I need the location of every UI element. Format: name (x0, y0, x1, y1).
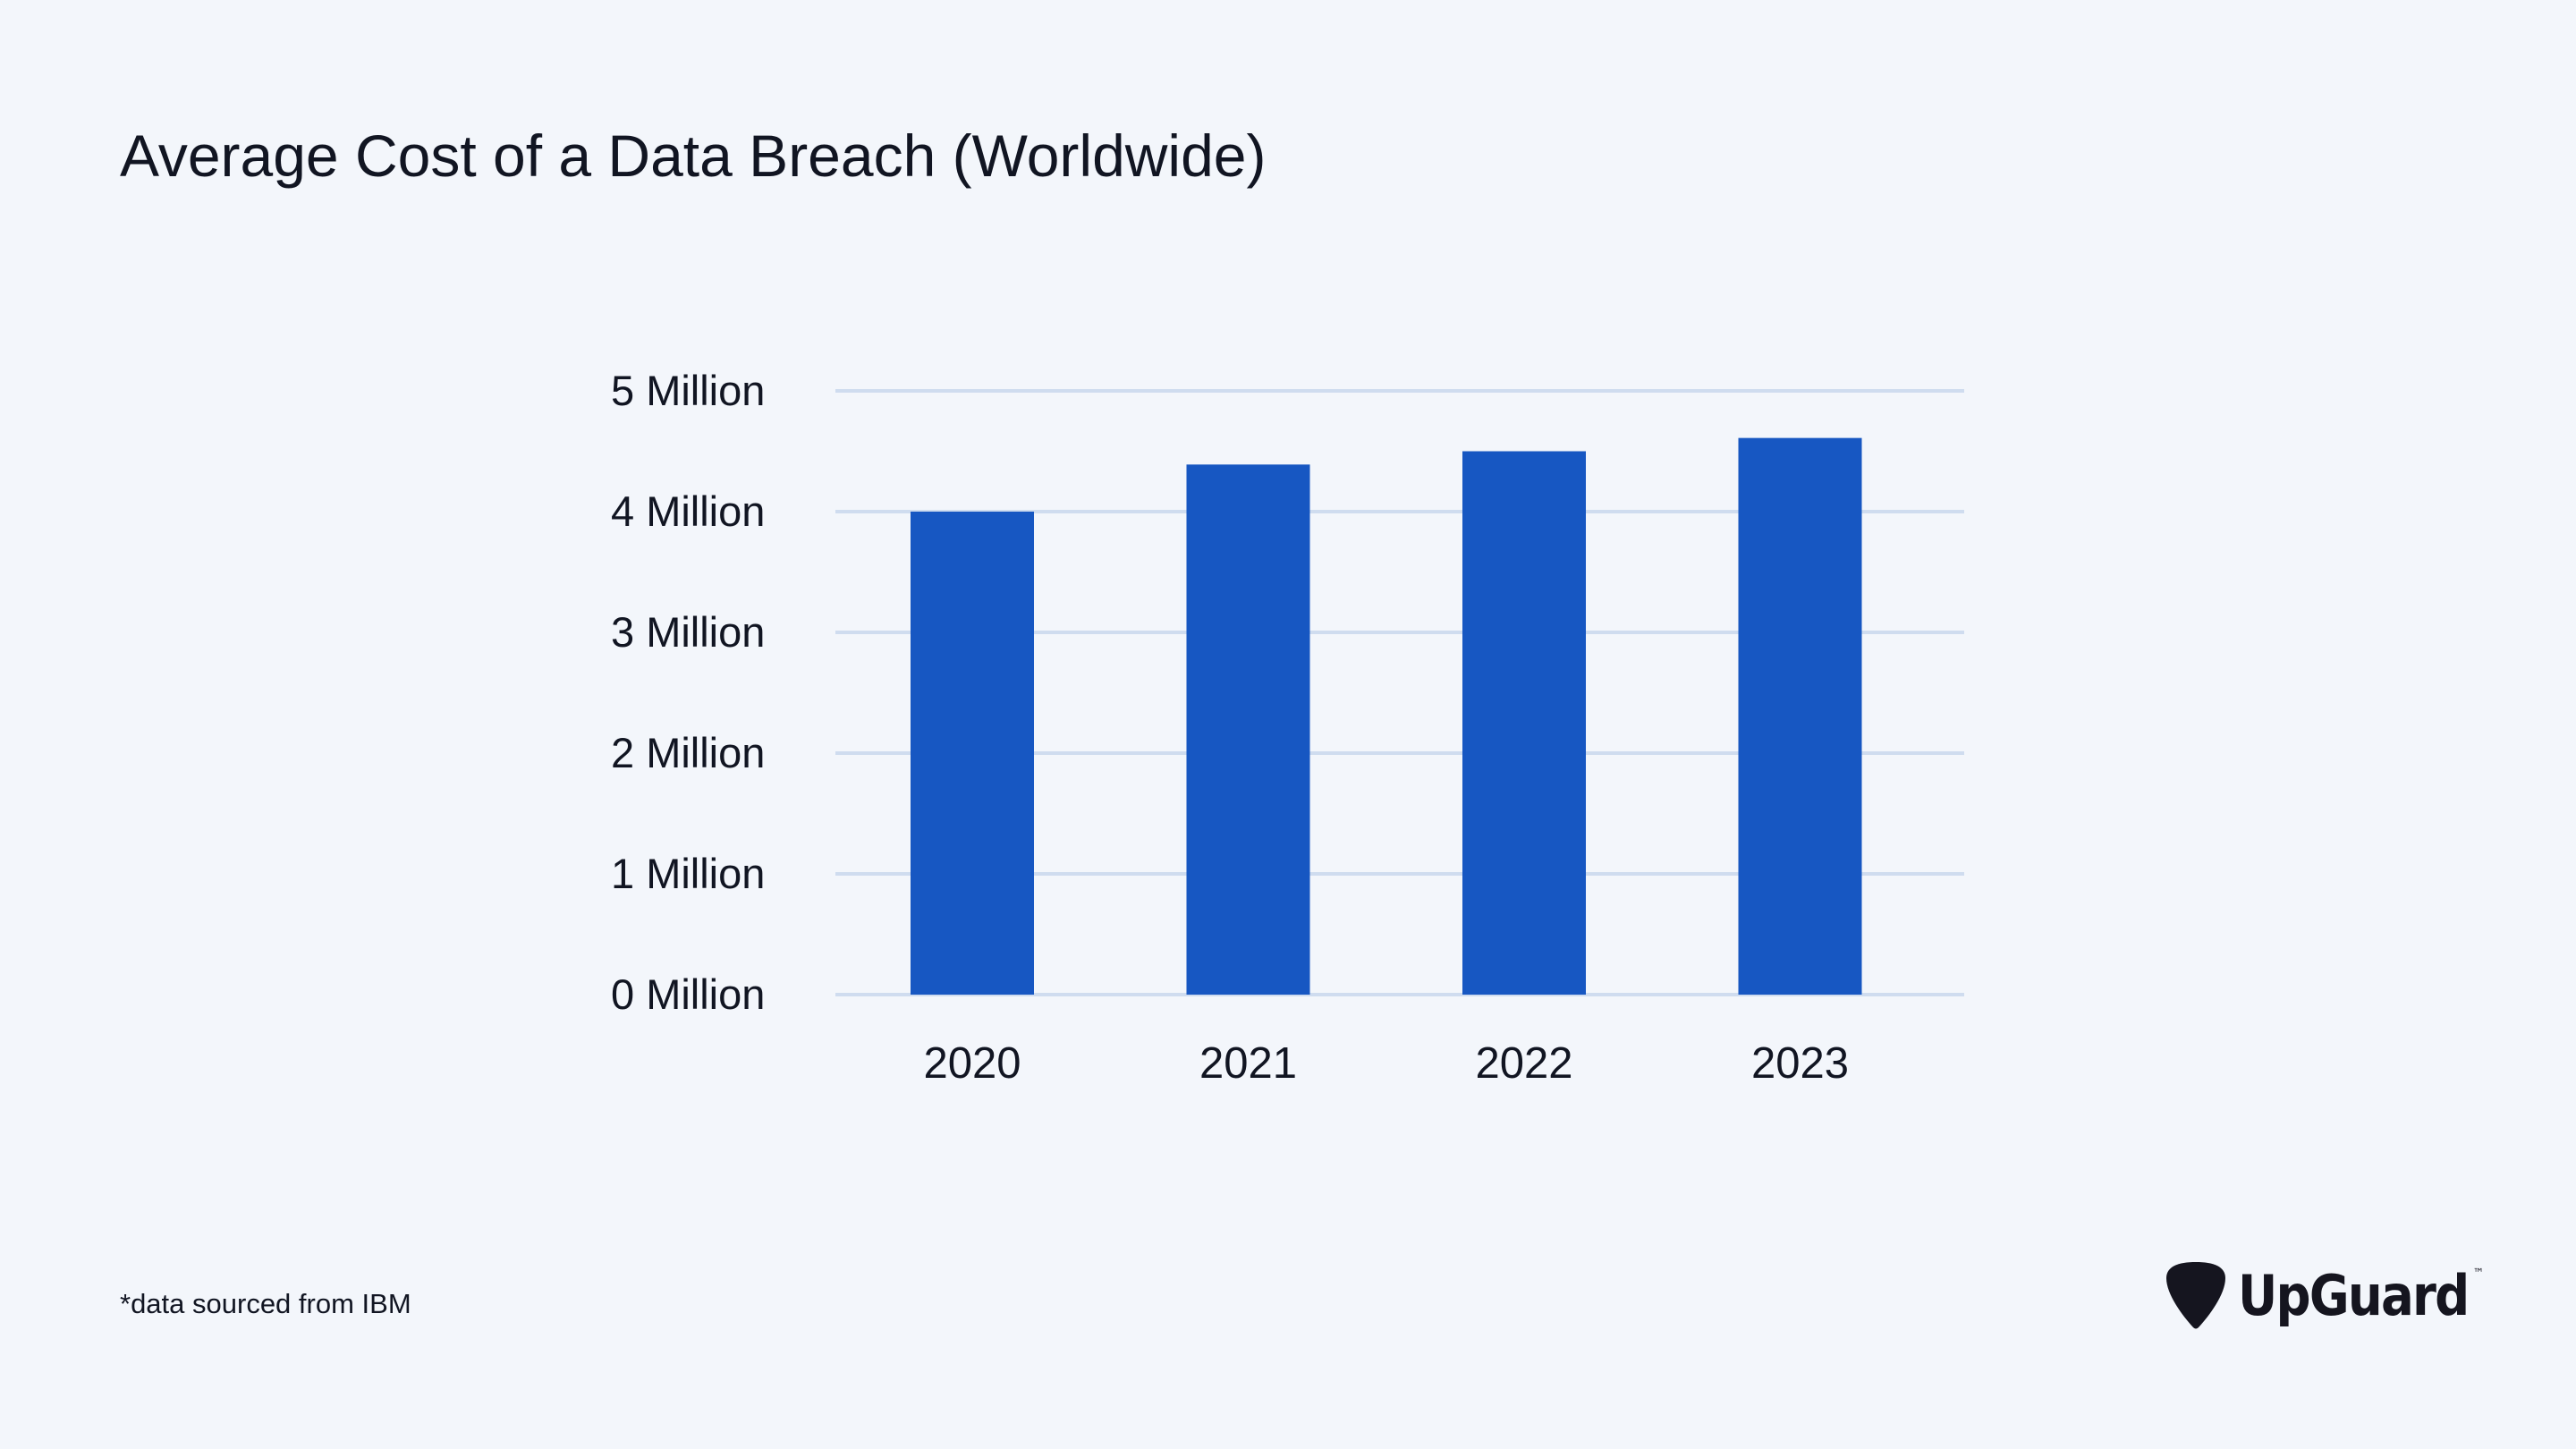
y-tick-label: 0 Million (611, 970, 765, 1018)
brand-name-text: UpGuard (2238, 1262, 2470, 1328)
brand-name: UpGuard ™ (2238, 1262, 2484, 1328)
guitar-pick-icon (2166, 1262, 2225, 1329)
x-tick-label: 2020 (923, 1039, 1021, 1088)
bar-2023 (1738, 437, 1862, 995)
bar-2020 (911, 512, 1034, 995)
x-tick-label: 2022 (1475, 1039, 1572, 1088)
y-axis-tick-labels: 0 Million 1 Million 2 Million 3 Million 4 Mi… (611, 367, 765, 1018)
bar-2021 (1186, 464, 1310, 995)
source-footnote: *data sourced from IBM (120, 1288, 411, 1319)
x-tick-label: 2023 (1751, 1039, 1849, 1088)
x-tick-label: 2021 (1199, 1039, 1297, 1088)
x-axis-tick-labels: 2020 2021 2022 2023 (923, 1039, 1849, 1088)
y-tick-label: 1 Million (611, 850, 765, 897)
bar-2022 (1462, 451, 1586, 995)
y-tick-label: 5 Million (611, 367, 765, 414)
upguard-logo: UpGuard ™ (2165, 1259, 2500, 1331)
bars (911, 437, 1862, 995)
trademark-symbol: ™ (2472, 1266, 2485, 1281)
y-tick-label: 3 Million (611, 608, 765, 656)
y-tick-label: 4 Million (611, 487, 765, 535)
y-tick-label: 2 Million (611, 729, 765, 776)
chart-title: Average Cost of a Data Breach (Worldwide… (120, 123, 1267, 189)
